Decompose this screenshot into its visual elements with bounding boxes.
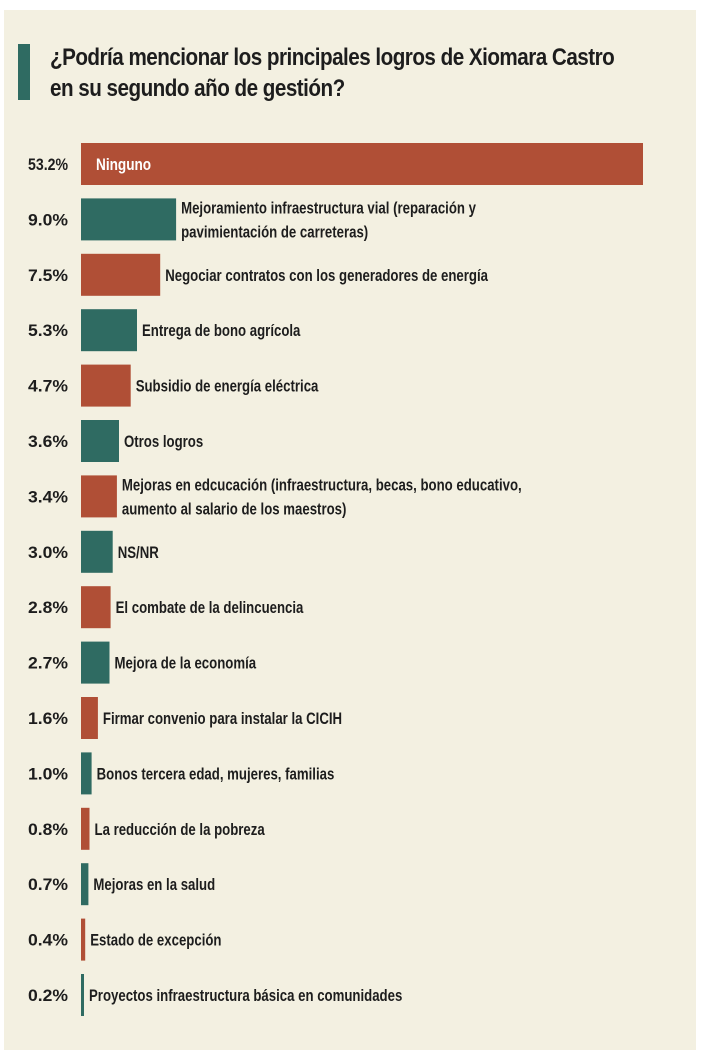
value-label-4: 5.3% bbox=[28, 321, 68, 340]
value-label-13: 0.8% bbox=[28, 820, 68, 839]
category-label-3: Negociar contratos con los generadores d… bbox=[165, 267, 488, 285]
bar-16 bbox=[81, 974, 84, 1016]
bar-3 bbox=[81, 253, 161, 296]
bar-1 bbox=[81, 143, 643, 185]
chart-title: ¿Podría mencionar los principales logros… bbox=[50, 42, 615, 104]
chart-title-line-2: en su segundo año de gestión? bbox=[50, 75, 345, 102]
value-label-10: 2.7% bbox=[28, 654, 68, 673]
category-label-11: Firmar convenio para instalar la CICIH bbox=[103, 710, 342, 728]
category-label-7-line-1: Mejoras en edcucación (infraestructura, … bbox=[122, 476, 522, 494]
bar-4 bbox=[81, 309, 137, 352]
category-label-7-line-2: aumento al salario de los maestros) bbox=[122, 500, 347, 518]
bar-12 bbox=[81, 752, 92, 795]
category-label-1: Ninguno bbox=[96, 155, 151, 174]
value-label-8: 3.0% bbox=[28, 543, 68, 562]
bar-7 bbox=[81, 475, 117, 518]
bar-2 bbox=[81, 198, 177, 241]
category-label-16: Proyectos infraestructura básica en comu… bbox=[89, 987, 402, 1005]
category-label-2-line-1: Mejoramiento infraestructura vial (repar… bbox=[181, 199, 477, 217]
chart-title-line-1: ¿Podría mencionar los principales logros… bbox=[50, 44, 615, 71]
category-label-14: Mejoras en la salud bbox=[93, 876, 215, 894]
bar-9 bbox=[81, 586, 111, 629]
bar-6 bbox=[81, 420, 119, 462]
category-label-13: La reducción de la pobreza bbox=[95, 821, 266, 839]
bar-11 bbox=[81, 697, 98, 739]
bar-14 bbox=[81, 863, 89, 906]
bar-10 bbox=[81, 641, 110, 684]
category-label-15: Estado de excepción bbox=[90, 932, 221, 950]
category-label-12: Bonos tercera edad, mujeres, familias bbox=[97, 765, 335, 783]
title-accent-bar bbox=[18, 44, 30, 100]
value-label-3: 7.5% bbox=[28, 266, 68, 285]
category-label-8: NS/NR bbox=[118, 544, 159, 562]
category-label-2-line-2: pavimientación de carreteras) bbox=[181, 223, 368, 241]
bar-8 bbox=[81, 530, 113, 573]
category-label-10: Mejora de la economía bbox=[115, 655, 257, 673]
value-label-2: 9.0% bbox=[28, 210, 68, 229]
value-label-12: 1.0% bbox=[28, 764, 68, 783]
bar-15 bbox=[81, 918, 86, 961]
bar-13 bbox=[81, 807, 90, 850]
value-label-9: 2.8% bbox=[28, 598, 68, 617]
bar-5 bbox=[81, 364, 131, 407]
category-label-9: El combate de la delincuencia bbox=[116, 599, 304, 617]
value-label-5: 4.7% bbox=[28, 377, 68, 396]
value-label-7: 3.4% bbox=[28, 487, 68, 506]
category-label-4: Entrega de bono agrícola bbox=[142, 322, 301, 340]
value-label-6: 3.6% bbox=[28, 432, 68, 451]
category-label-5: Subsidio de energía eléctrica bbox=[136, 378, 319, 396]
value-label-11: 1.6% bbox=[28, 709, 68, 728]
value-label-14: 0.7% bbox=[28, 875, 68, 894]
value-label-15: 0.4% bbox=[28, 931, 68, 950]
category-label-6: Otros logros bbox=[124, 433, 203, 451]
value-label-1: 53.2% bbox=[28, 155, 68, 174]
value-label-16: 0.2% bbox=[28, 986, 68, 1005]
